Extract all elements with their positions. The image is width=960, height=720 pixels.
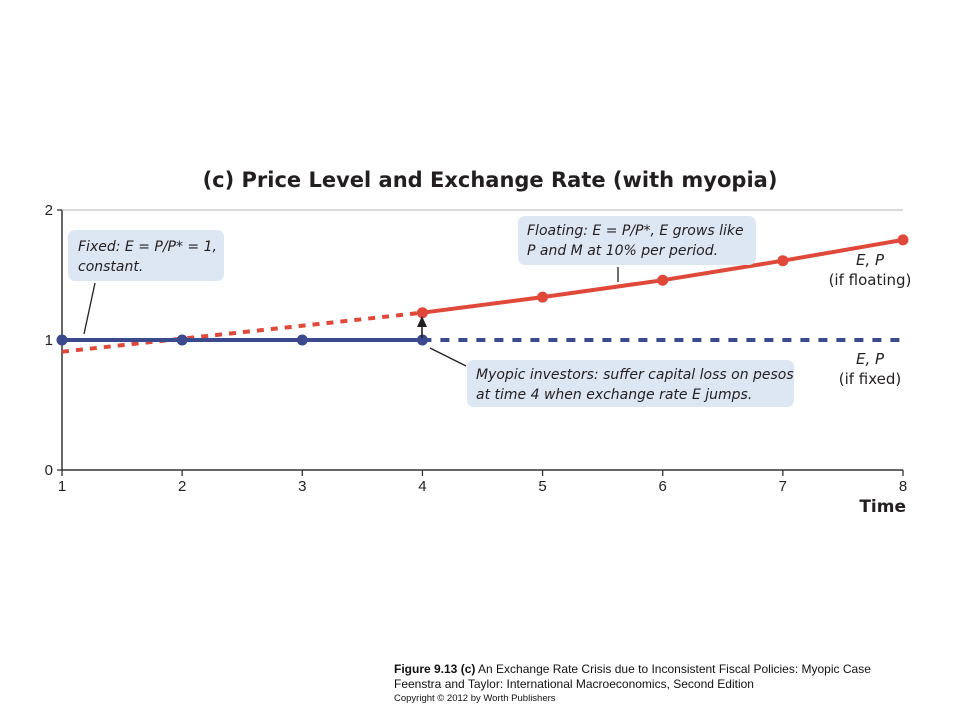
figure-text: An Exchange Rate Crisis due to Inconsist…: [478, 662, 871, 676]
figure-copyright: Copyright © 2012 by Worth Publishers: [394, 693, 556, 704]
figure-label: Figure 9.13 (c): [394, 662, 476, 676]
chart-title: (c) Price Level and Exchange Rate (with …: [203, 168, 778, 192]
x-tick-label: 1: [58, 478, 66, 495]
callout-fixed-line2: constant.: [78, 259, 143, 275]
floating-label-line2: (if floating): [829, 271, 912, 289]
callout-myopic-line1: Myopic investors: suffer capital loss on…: [476, 367, 794, 383]
data-point: [416, 307, 428, 319]
callout-myopic-line2: at time 4 when exchange rate E jumps.: [476, 387, 752, 403]
figure-caption: Figure 9.13 (c) An Exchange Rate Crisis …: [394, 662, 954, 705]
x-tick-label: 8: [899, 478, 907, 495]
callout-floating: Floating: E = P/P*, E grows like P and M…: [518, 216, 756, 282]
x-tick-label: 5: [538, 478, 546, 495]
callout-fixed: Fixed: E = P/P* = 1, constant.: [68, 230, 224, 335]
callout-myopic: Myopic investors: suffer capital loss on…: [429, 347, 794, 407]
data-point: [777, 255, 789, 267]
fixed-label-line2: (if fixed): [839, 370, 902, 388]
floating-label-line1: E, P: [856, 251, 885, 269]
data-point: [296, 334, 308, 346]
data-point: [416, 334, 428, 346]
figure-source: Feenstra and Taylor: International Macro…: [394, 677, 754, 691]
y-tick-label: 1: [45, 332, 53, 349]
y-tick-label: 2: [45, 202, 53, 219]
x-tick-label: 6: [659, 478, 667, 495]
x-tick-label: 4: [418, 478, 426, 495]
callout-floating-line1: Floating: E = P/P*, E grows like: [527, 223, 744, 239]
fixed-label-line1: E, P: [856, 350, 885, 368]
x-tick-label: 3: [298, 478, 306, 495]
data-point: [657, 274, 669, 286]
y-tick-label: 0: [45, 462, 53, 479]
callout-floating-line2: P and M at 10% per period.: [527, 243, 718, 259]
x-tick-label: 2: [178, 478, 186, 495]
data-point: [897, 234, 909, 246]
series-points: [56, 234, 909, 346]
jump-arrow: [417, 316, 427, 338]
data-point: [56, 334, 68, 346]
x-tick-label: 7: [779, 478, 787, 495]
data-point: [537, 291, 549, 303]
callout-fixed-line1: Fixed: E = P/P* = 1,: [78, 239, 217, 255]
x-axis-label: Time: [859, 497, 906, 517]
series-line: [61, 310, 423, 354]
data-point: [176, 334, 188, 346]
